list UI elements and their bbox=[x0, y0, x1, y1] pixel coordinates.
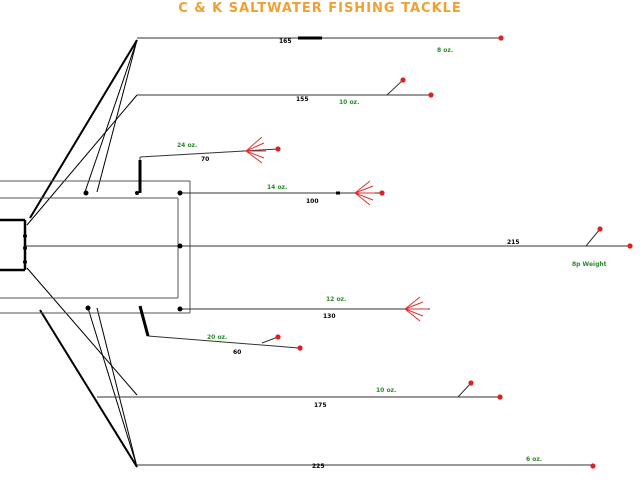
lower-arm-line bbox=[39, 309, 138, 468]
line4-length-label: 100 bbox=[306, 198, 319, 205]
line8-length-label: 175 bbox=[314, 402, 327, 409]
diagram-title: C & K SALTWATER FISHING TACKLE bbox=[178, 1, 462, 16]
swivels bbox=[138, 36, 340, 337]
sinker-line8 bbox=[497, 394, 503, 400]
sinker-line1 bbox=[498, 35, 504, 41]
sinker-line7-top bbox=[275, 334, 281, 340]
sinker-line4 bbox=[379, 190, 385, 196]
rig-lines bbox=[25, 37, 630, 466]
line1-length-label: 165 bbox=[279, 38, 292, 45]
sinker-line9 bbox=[590, 463, 596, 469]
hook-icon bbox=[404, 296, 428, 322]
sinker-line8-top bbox=[468, 380, 474, 386]
line3-length-label: 70 bbox=[201, 156, 209, 163]
bracket-points bbox=[23, 234, 27, 264]
sinker-line3 bbox=[275, 146, 281, 152]
hook-icon bbox=[245, 136, 266, 164]
line8-weight-label: 10 oz. bbox=[376, 387, 396, 394]
sinker-line5 bbox=[627, 243, 633, 249]
line5-length-label: 215 bbox=[507, 239, 520, 246]
line7-weight-label: 20 oz. bbox=[207, 334, 227, 341]
sinker-line5-top bbox=[597, 226, 603, 232]
sinker-line2 bbox=[428, 92, 434, 98]
upper-arm-line bbox=[29, 39, 138, 219]
reel-bracket bbox=[0, 218, 27, 272]
arm-braces bbox=[26, 39, 138, 468]
line9-weight-label: 6 oz. bbox=[526, 456, 542, 463]
frame bbox=[0, 180, 191, 314]
line9-length-label: 225 bbox=[312, 463, 325, 470]
line1-weight-label: 8 oz. bbox=[437, 47, 453, 54]
sinker-line7 bbox=[297, 345, 303, 351]
line5-weight-label: 8p Weight bbox=[572, 261, 607, 268]
line3-weight-label: 24 oz. bbox=[177, 142, 197, 149]
sinkers bbox=[275, 35, 633, 469]
hook-icon bbox=[354, 180, 375, 206]
junction-dots bbox=[83, 190, 183, 312]
sinker-line2-top bbox=[400, 77, 406, 83]
line2-weight-label: 10 oz. bbox=[339, 99, 359, 106]
line4-weight-label: 14 oz. bbox=[267, 184, 287, 191]
line6-weight-label: 12 oz. bbox=[326, 296, 346, 303]
line6-length-label: 130 bbox=[323, 313, 336, 320]
line7-length-label: 60 bbox=[233, 349, 241, 356]
line2-length-label: 155 bbox=[296, 96, 309, 103]
